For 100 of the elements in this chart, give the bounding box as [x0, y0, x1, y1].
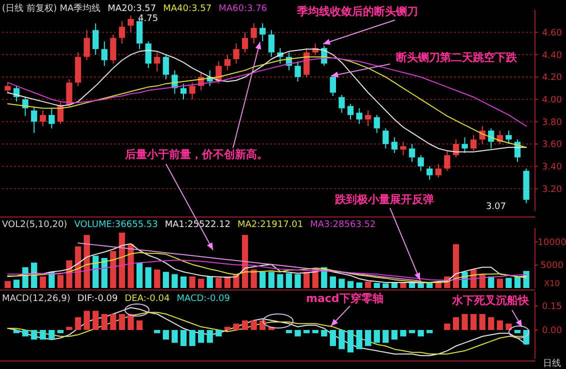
bar	[382, 283, 389, 288]
bar	[277, 274, 284, 288]
bar	[84, 234, 90, 288]
bar	[452, 244, 460, 288]
annotation: 3.07	[486, 202, 506, 212]
y-tick-label: 3.80	[542, 118, 562, 128]
y-tick-label: 3.20	[542, 184, 562, 195]
bar	[128, 314, 134, 330]
candlestick	[233, 43, 240, 64]
candlestick	[347, 103, 354, 120]
y-tick-label: 4.60	[542, 28, 562, 38]
bar	[382, 330, 389, 343]
bar	[347, 330, 354, 352]
candlestick	[66, 78, 72, 108]
bar	[496, 278, 503, 288]
bar	[162, 272, 169, 288]
y-tick-label: 3.60	[542, 140, 562, 150]
candlestick	[128, 15, 134, 33]
bar	[312, 330, 318, 334]
bar	[488, 317, 494, 330]
line-series	[7, 260, 527, 281]
bar	[40, 276, 46, 288]
bar	[198, 278, 204, 288]
bar	[189, 276, 196, 288]
candlestick	[382, 128, 389, 149]
y-tick-label: 5000	[540, 261, 564, 272]
bar	[154, 270, 160, 288]
bar	[479, 314, 486, 330]
bar	[250, 270, 257, 288]
bar	[74, 317, 82, 330]
bar	[365, 282, 372, 288]
bar	[66, 326, 72, 330]
bar	[84, 310, 90, 330]
bar	[338, 330, 345, 350]
candlestick	[365, 110, 372, 127]
bar	[303, 330, 310, 334]
bar	[224, 326, 231, 330]
bar	[286, 273, 292, 288]
bar	[40, 330, 46, 340]
candlestick	[408, 144, 416, 162]
series-label: DEA:-0.04	[124, 294, 170, 304]
bar	[260, 272, 266, 288]
bar	[426, 330, 433, 334]
candlestick	[118, 20, 126, 44]
bar	[162, 330, 169, 340]
candlestick	[488, 128, 494, 149]
chart-title: VOL2(5,10,20)	[2, 220, 68, 230]
bar	[74, 246, 82, 288]
bar	[4, 281, 11, 288]
candlestick	[418, 154, 424, 172]
bar	[180, 330, 187, 346]
bar	[374, 330, 380, 343]
bar	[92, 310, 99, 330]
line-series	[7, 252, 527, 283]
annotation: 断头铡刀第二天跳空下跌	[396, 51, 518, 64]
bar	[13, 330, 20, 334]
bar	[110, 314, 116, 330]
text: MA40:3.57	[163, 4, 212, 14]
y-tick-label: 10000	[538, 238, 566, 248]
chart-title: (日线 前复权) MA季均线	[2, 3, 101, 14]
bar	[189, 330, 196, 346]
text: MA3:28563.52	[310, 220, 376, 230]
bar	[268, 272, 274, 288]
candlestick	[110, 34, 116, 64]
bar	[400, 282, 406, 288]
bar	[496, 320, 503, 330]
bar	[57, 330, 64, 334]
text: MA60:3.76	[218, 4, 268, 14]
bar	[242, 320, 248, 330]
bar	[110, 251, 116, 288]
candlestick	[145, 40, 152, 69]
bar	[206, 330, 213, 343]
candlestick	[189, 82, 196, 100]
bar	[462, 314, 468, 330]
y-tick-label: 3.40	[542, 162, 562, 172]
candlestick	[242, 32, 248, 53]
bar	[470, 314, 477, 330]
bar	[514, 276, 521, 288]
text: MA2:21917.01	[238, 220, 304, 230]
candlestick	[22, 96, 28, 117]
candlestick	[31, 106, 38, 134]
y-tick-label: 0.15	[542, 302, 562, 312]
bar	[48, 330, 55, 340]
candlestick	[180, 83, 187, 100]
bar	[13, 280, 20, 288]
annotation: 4.75	[138, 14, 158, 24]
bar	[233, 324, 240, 330]
candlestick	[268, 30, 274, 58]
annotation: 水下死叉沉船快	[451, 294, 530, 307]
candlestick	[250, 22, 257, 44]
bar	[365, 330, 372, 346]
candlestick	[154, 52, 160, 72]
bar	[303, 272, 310, 288]
candlestick	[330, 75, 336, 96]
series-label: VOLUME:36655.53	[74, 220, 158, 230]
bar	[206, 276, 213, 288]
candlestick	[101, 40, 108, 66]
bar	[286, 330, 292, 334]
bar	[136, 262, 143, 288]
bar	[216, 278, 222, 288]
